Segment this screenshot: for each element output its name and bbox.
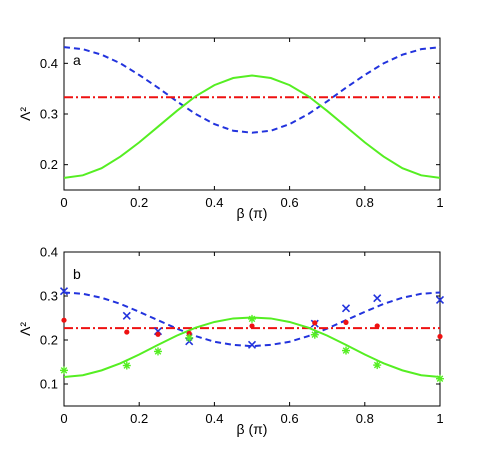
marker-dot xyxy=(186,330,192,336)
x-tick-label: 0.2 xyxy=(130,411,148,426)
marker-x xyxy=(435,295,445,305)
marker-asterisk xyxy=(310,330,319,339)
marker-asterisk-stroke xyxy=(436,375,444,383)
marker-asterisk xyxy=(60,366,68,375)
marker-dot xyxy=(124,329,130,335)
marker-asterisk-stroke xyxy=(342,347,350,354)
panel-label: a xyxy=(73,52,81,68)
marker-asterisk-stroke xyxy=(373,361,381,369)
y-tick-label: 0.4 xyxy=(40,245,58,260)
y-tick-label: 0.2 xyxy=(40,333,58,348)
series-line-dashed xyxy=(64,291,440,348)
marker-x xyxy=(341,304,351,313)
marker-asterisk xyxy=(342,346,350,355)
marker-asterisk xyxy=(185,333,194,342)
x-tick-label: 0.2 xyxy=(130,195,148,210)
marker-dot xyxy=(155,331,161,337)
marker-x-stroke xyxy=(122,311,131,320)
marker-asterisk-stroke xyxy=(248,315,256,323)
x-axis-label: β (π) xyxy=(237,421,268,437)
marker-asterisk xyxy=(373,361,382,370)
axes-box xyxy=(63,37,441,191)
marker-x xyxy=(122,311,131,320)
marker-x xyxy=(247,340,257,349)
y-tick-label: 0.3 xyxy=(40,107,58,122)
series-line-dashed xyxy=(64,46,440,134)
marker-asterisk xyxy=(248,314,256,323)
x-tick-label: 0 xyxy=(60,411,67,426)
x-tick-label: 0.8 xyxy=(356,411,374,426)
x-tick-label: 0.6 xyxy=(281,195,299,210)
x-tick-label: 1 xyxy=(436,411,443,426)
marker-x-stroke xyxy=(59,287,69,296)
marker-asterisk-stroke xyxy=(311,331,319,339)
panel-label: b xyxy=(73,266,81,282)
panel-a: 0 0.2 0.4 0.6 0.8 1 0.2 0.3 0.4 β (π) Λ² a xyxy=(17,37,444,221)
y-axis-label: Λ² xyxy=(17,322,33,336)
marker-asterisk xyxy=(154,347,162,356)
y-axis-label: Λ² xyxy=(17,107,33,121)
marker-asterisk xyxy=(122,361,131,370)
x-tick-label: 0.4 xyxy=(205,411,223,426)
marker-dot xyxy=(312,320,318,326)
marker-dot xyxy=(437,333,443,340)
marker-dot xyxy=(343,319,349,325)
marker-x-stroke xyxy=(435,295,445,305)
marker-dot xyxy=(61,317,67,323)
marker-x-stroke xyxy=(247,340,257,349)
marker-dot xyxy=(374,323,380,329)
marker-asterisk-stroke xyxy=(154,348,162,355)
marker-dot xyxy=(249,323,255,329)
y-tick-label: 0.1 xyxy=(40,377,58,392)
marker-asterisk xyxy=(436,374,444,383)
x-tick-label: 0.6 xyxy=(281,411,299,426)
marker-x-stroke xyxy=(341,304,351,313)
y-tick-label: 0.2 xyxy=(40,157,58,172)
marker-asterisk-stroke xyxy=(60,367,68,374)
x-tick-label: 0.8 xyxy=(356,195,374,210)
x-tick-label: 0.4 xyxy=(205,195,223,210)
series-line-solid xyxy=(64,74,440,179)
marker-asterisk-stroke xyxy=(123,362,131,369)
marker-x-stroke xyxy=(373,294,382,303)
marker-asterisk-stroke xyxy=(185,334,193,342)
x-tick-label: 0 xyxy=(60,195,67,210)
x-tick-label: 1 xyxy=(436,195,443,210)
y-tick-label: 0.4 xyxy=(40,56,58,71)
panel-b: 0 0.2 0.4 0.6 0.8 1 0.1 0.2 0.3 0.4 β (π) Λ² b xyxy=(17,245,445,437)
marker-x xyxy=(373,294,382,303)
marker-x xyxy=(59,287,69,296)
y-tick-label: 0.3 xyxy=(40,289,58,304)
x-axis-label: β (π) xyxy=(237,205,268,221)
